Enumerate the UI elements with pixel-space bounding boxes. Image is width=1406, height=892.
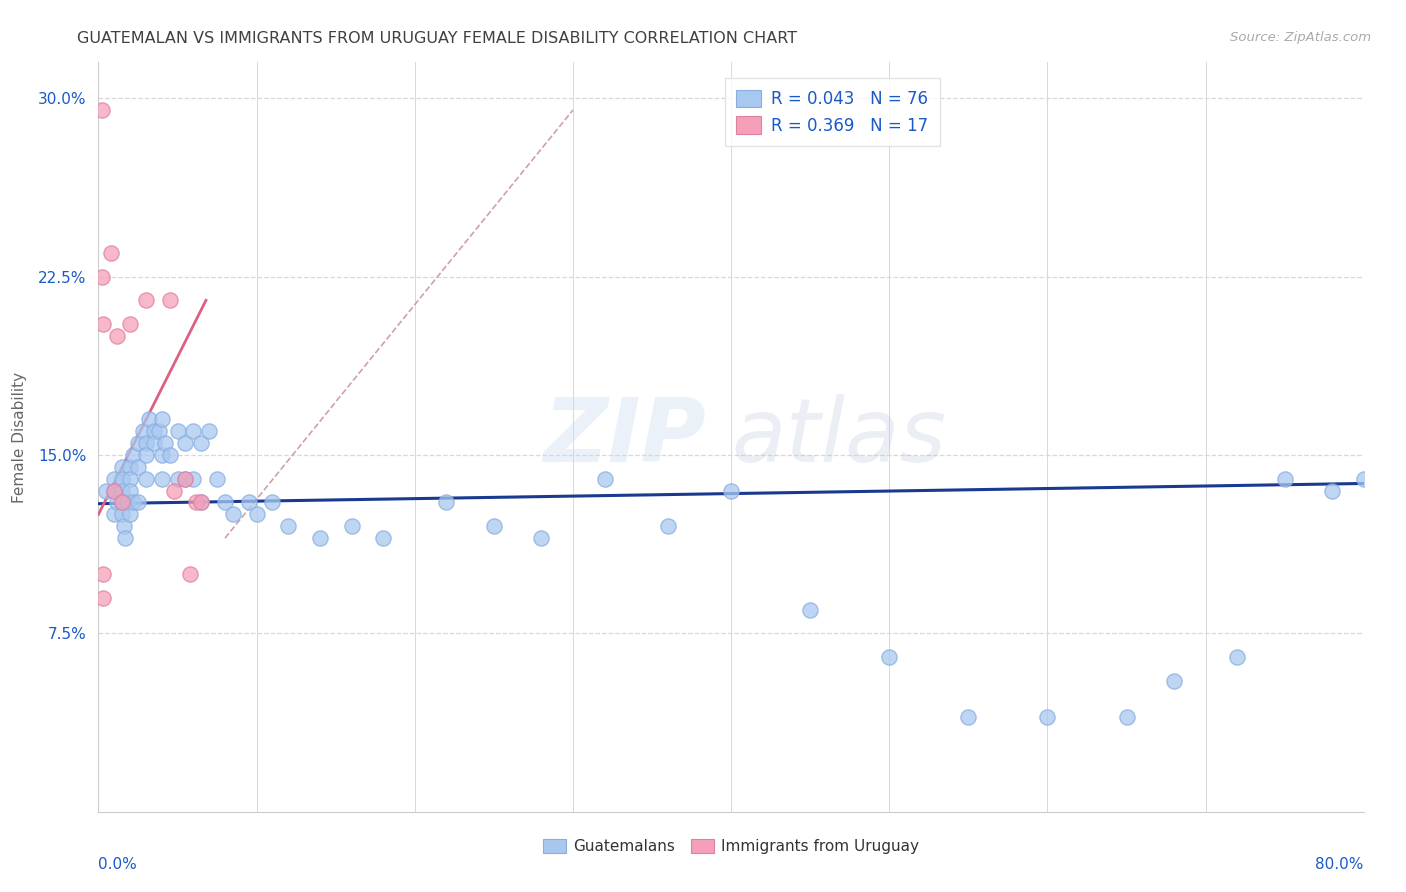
- Point: [91, 317, 114, 331]
- Legend: Guatemalans, Immigrants from Uruguay: Guatemalans, Immigrants from Uruguay: [537, 833, 925, 860]
- Point: [1115, 709, 1137, 723]
- Point: [127, 436, 149, 450]
- Text: 0.0%: 0.0%: [98, 856, 138, 871]
- Point: [1226, 650, 1249, 665]
- Text: ZIP: ZIP: [543, 393, 706, 481]
- Point: [103, 508, 125, 522]
- Point: [174, 472, 197, 486]
- Point: [114, 531, 136, 545]
- Point: [186, 495, 208, 509]
- Point: [238, 495, 260, 509]
- Point: [246, 508, 269, 522]
- Point: [1353, 472, 1375, 486]
- Point: [657, 519, 679, 533]
- Point: [799, 602, 821, 616]
- Point: [107, 329, 129, 343]
- Point: [1274, 472, 1296, 486]
- Point: [957, 709, 980, 723]
- Point: [103, 472, 125, 486]
- Point: [190, 495, 212, 509]
- Point: [103, 483, 125, 498]
- Point: [159, 293, 181, 308]
- Point: [127, 459, 149, 474]
- Point: [122, 495, 145, 509]
- Point: [111, 459, 134, 474]
- Point: [183, 472, 205, 486]
- Point: [277, 519, 299, 533]
- Point: [100, 245, 122, 260]
- Point: [482, 519, 505, 533]
- Point: [103, 483, 125, 498]
- Point: [91, 591, 114, 605]
- Point: [1163, 673, 1185, 688]
- Point: [593, 472, 616, 486]
- Point: [135, 293, 157, 308]
- Point: [174, 472, 197, 486]
- Point: [214, 495, 236, 509]
- Point: [1036, 709, 1059, 723]
- Point: [120, 472, 141, 486]
- Point: [90, 269, 112, 284]
- Y-axis label: Female Disability: Female Disability: [13, 371, 27, 503]
- Point: [132, 424, 155, 438]
- Point: [111, 472, 134, 486]
- Point: [142, 424, 165, 438]
- Point: [111, 508, 134, 522]
- Point: [127, 495, 149, 509]
- Point: [148, 424, 170, 438]
- Point: [720, 483, 742, 498]
- Point: [198, 424, 221, 438]
- Point: [1322, 483, 1344, 498]
- Point: [142, 436, 165, 450]
- Text: atlas: atlas: [731, 394, 946, 480]
- Point: [190, 495, 212, 509]
- Point: [111, 495, 134, 509]
- Point: [120, 508, 141, 522]
- Point: [96, 483, 118, 498]
- Text: GUATEMALAN VS IMMIGRANTS FROM URUGUAY FEMALE DISABILITY CORRELATION CHART: GUATEMALAN VS IMMIGRANTS FROM URUGUAY FE…: [77, 31, 797, 46]
- Point: [205, 472, 228, 486]
- Point: [135, 448, 157, 462]
- Point: [153, 436, 176, 450]
- Point: [150, 472, 173, 486]
- Point: [190, 436, 212, 450]
- Point: [436, 495, 458, 509]
- Point: [166, 424, 188, 438]
- Point: [150, 448, 173, 462]
- Point: [120, 459, 141, 474]
- Point: [159, 448, 181, 462]
- Point: [179, 566, 201, 581]
- Point: [138, 412, 160, 426]
- Point: [877, 650, 900, 665]
- Point: [115, 495, 138, 509]
- Point: [111, 495, 134, 509]
- Point: [262, 495, 284, 509]
- Point: [340, 519, 363, 533]
- Point: [174, 436, 197, 450]
- Point: [183, 424, 205, 438]
- Point: [309, 531, 332, 545]
- Point: [111, 483, 134, 498]
- Point: [135, 472, 157, 486]
- Point: [120, 483, 141, 498]
- Point: [530, 531, 553, 545]
- Text: 80.0%: 80.0%: [1316, 856, 1364, 871]
- Text: Source: ZipAtlas.com: Source: ZipAtlas.com: [1230, 31, 1371, 45]
- Point: [107, 495, 129, 509]
- Point: [166, 472, 188, 486]
- Point: [371, 531, 394, 545]
- Point: [135, 436, 157, 450]
- Point: [112, 519, 135, 533]
- Point: [91, 566, 114, 581]
- Point: [90, 103, 112, 117]
- Point: [120, 317, 141, 331]
- Point: [222, 508, 245, 522]
- Point: [150, 412, 173, 426]
- Point: [163, 483, 186, 498]
- Point: [122, 448, 145, 462]
